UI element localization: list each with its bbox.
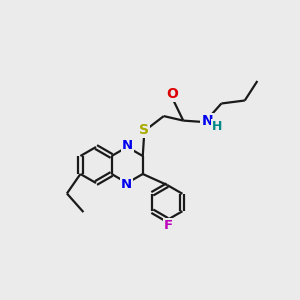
Text: N: N — [121, 178, 132, 191]
Text: N: N — [122, 139, 133, 152]
Text: S: S — [139, 123, 149, 136]
Text: O: O — [166, 87, 178, 101]
Text: N: N — [202, 114, 213, 128]
Text: F: F — [164, 219, 173, 232]
Text: H: H — [212, 119, 223, 133]
